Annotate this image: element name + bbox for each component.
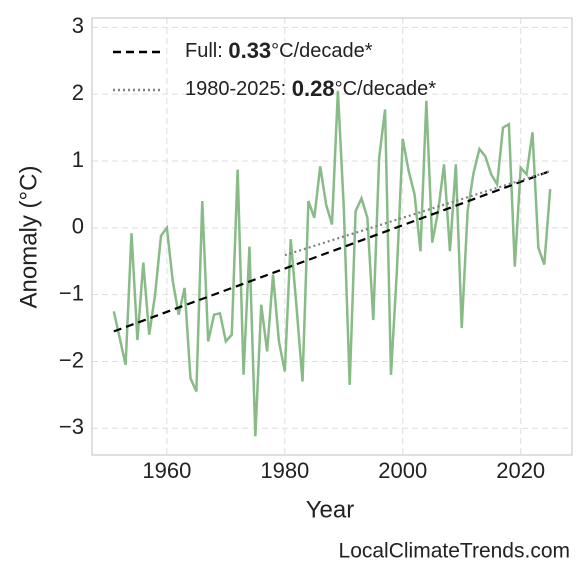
data-line [113,169,551,333]
legend-label: 1980-2025: 0.28°C/decade* [185,76,436,101]
data-line [284,169,551,257]
data-line [112,90,552,437]
y-axis-label: Anomaly (°C) [15,166,42,309]
watermark: LocalClimateTrends.com [339,540,570,563]
x-tick-label: 2020 [496,458,545,483]
y-tick-label: 3 [72,13,84,38]
x-tick-label: 1960 [142,458,191,483]
y-tick-label: 0 [72,214,84,239]
x-tick-label: 1980 [260,458,309,483]
y-tick-label: 2 [72,80,84,105]
x-axis-label: Year [306,496,355,523]
y-tick-label: 1 [72,147,84,172]
legend-label: Full: 0.33°C/decade* [185,38,373,63]
y-tick-label: −3 [59,414,84,439]
x-tick-label: 2000 [378,458,427,483]
plot-frame [91,17,573,456]
y-tick-label: −2 [59,347,84,372]
y-tick-label: −1 [59,280,84,305]
